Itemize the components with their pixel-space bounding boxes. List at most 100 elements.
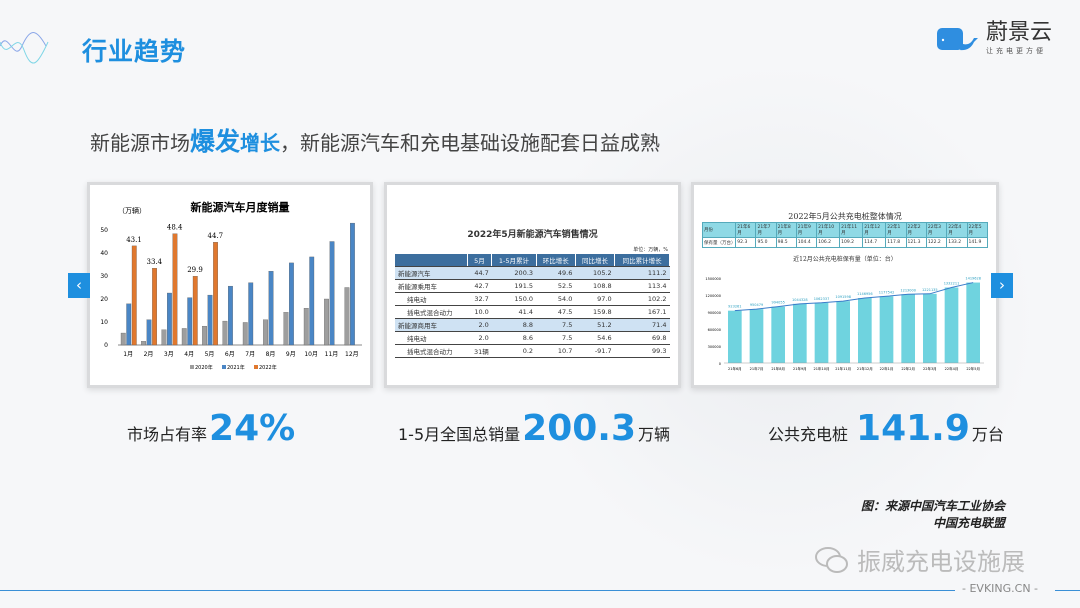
table-cell: 159.8	[575, 305, 615, 319]
logo-slogan: 让充电更方便	[986, 47, 1046, 55]
table-cell: 109.2	[839, 237, 864, 248]
table-cell: 102.2	[614, 292, 670, 306]
stat-label: 市场占有率	[127, 425, 208, 444]
stat-market-share: 市场占有率 24%	[127, 408, 297, 449]
bar-2021年	[268, 271, 274, 346]
table-row: 新能源乘用车 42.7 191.5 52.5 108.8 113.4	[395, 279, 670, 293]
table-cell: 122.2	[925, 237, 948, 248]
subtitle-emphasis: 增长	[240, 131, 281, 155]
y-tick-label: 0	[104, 342, 108, 349]
bar	[749, 309, 764, 363]
bar	[879, 296, 894, 363]
table-cell: 新能源商用车	[395, 318, 468, 332]
table-cell: 纯电动	[395, 331, 468, 345]
y-tick-label: 300000	[708, 345, 721, 349]
bar	[836, 301, 850, 363]
x-tick-label: 22年2月	[901, 366, 915, 371]
prev-button[interactable]: ‹	[68, 273, 90, 298]
bar-2021年	[350, 222, 355, 346]
x-tick-label: 21年9月	[793, 366, 807, 371]
bar	[771, 306, 785, 363]
bar-2020年	[263, 319, 268, 346]
pile-chart: 0 300000 600000 900000 1200000 1500000 923261 2…	[705, 277, 984, 371]
bar-2021年	[207, 294, 213, 346]
data-label: 923261	[728, 305, 741, 309]
table-cell: 纯电动	[395, 292, 468, 306]
table-cell: 92.3	[735, 237, 757, 248]
table-cell: 0.2	[491, 344, 537, 358]
x-tick-label: 5月	[205, 351, 215, 358]
stat-label: 1-5月全国总销量	[398, 425, 521, 444]
x-tick-label: 22年3月	[923, 366, 937, 371]
table-cell: 51.2	[575, 318, 615, 332]
bar	[814, 302, 829, 363]
stat-value: 200.3	[522, 408, 637, 449]
table-cell: 2.0	[467, 318, 492, 332]
bar-2022年	[192, 276, 198, 346]
trend-line	[734, 282, 974, 312]
table-cell: 54.6	[575, 331, 615, 345]
table-cell: 105.2	[575, 266, 615, 280]
bar-2020年	[222, 320, 228, 346]
bar	[728, 310, 742, 363]
data-label: 1062337	[814, 297, 830, 301]
x-tick-label: 21年10月	[814, 366, 830, 371]
table-cell: 7.5	[536, 318, 576, 332]
bar-2022年	[172, 233, 178, 346]
data-label: 1091598	[835, 295, 851, 299]
table-cell: 插电式混合动力	[395, 344, 468, 358]
stat-charging-piles: 公共充电桩 141.9 万台	[768, 408, 1004, 449]
table-cell: 71.4	[614, 318, 670, 332]
table-cell: 95.0	[755, 237, 777, 248]
footer-site: - EVKING.CN -	[962, 582, 1039, 595]
table-cell: 113.4	[614, 279, 670, 293]
subtitle-part: 新能源市场	[90, 131, 190, 155]
legend-label: 2022年	[259, 364, 277, 371]
table-cell: 69.8	[614, 331, 670, 345]
x-tick-label: 21年7月	[750, 366, 764, 371]
table-cell: 21年11月	[839, 222, 864, 238]
x-tick-label: 7月	[245, 351, 255, 358]
bar-2021年	[309, 256, 315, 346]
y-tick-label: 0	[719, 362, 721, 366]
data-label: 44.7	[208, 232, 224, 240]
bar-2020年	[283, 312, 289, 346]
bar-2020年	[161, 329, 167, 346]
next-button[interactable]: ›	[991, 273, 1013, 298]
y-tick-label: 1500000	[705, 277, 721, 281]
bar-2021年	[126, 303, 132, 346]
x-tick-label: 21年11月	[835, 366, 851, 371]
y-tick-label: 1200000	[705, 294, 721, 298]
bar-2022年	[213, 242, 218, 346]
bar-2020年	[344, 287, 350, 346]
table-row: 新能源汽车 44.7 200.3 49.6 105.2 111.2	[395, 266, 670, 280]
legend-swatch	[222, 365, 226, 369]
table-title: 2022年5月新能源汽车销售情况	[467, 230, 598, 240]
y-tick-label: 30	[100, 273, 108, 280]
bar-2021年	[248, 282, 254, 346]
x-tick-label: 21年12月	[857, 366, 873, 371]
x-tick-label: 2月	[144, 351, 154, 358]
table-row: 插电式混合动力 31辆 0.2 10.7 -91.7 99.3	[395, 344, 670, 358]
bar-2020年	[303, 308, 309, 346]
data-label: 1044328	[792, 298, 808, 302]
table-cell: 104.4	[795, 237, 818, 248]
legend-swatch	[190, 365, 194, 369]
bar	[923, 293, 937, 363]
data-label: 1419628	[965, 277, 981, 281]
bar	[901, 294, 915, 363]
data-label: 1146956	[857, 292, 873, 296]
y-tick-label: 20	[100, 296, 108, 303]
x-tick-label: 12月	[345, 351, 359, 358]
chart-title: 新能源汽车月度销量	[191, 200, 290, 214]
table-cell: 108.8	[575, 279, 615, 293]
bar	[793, 303, 807, 363]
y-tick-label: 50	[100, 227, 108, 234]
bar-2022年	[131, 245, 137, 346]
x-tick-label: 1月	[123, 351, 133, 358]
column-header: 环比增长	[536, 254, 576, 267]
table-cell: 52.5	[536, 279, 576, 293]
table-cell: 新能源乘用车	[395, 279, 468, 293]
pile-table: 月份 21年6月 21年7月 21年8月 21年9月 21年10月 21年11月 21年12月…	[701, 222, 989, 248]
table-unit: 单位：万辆，%	[633, 247, 668, 253]
